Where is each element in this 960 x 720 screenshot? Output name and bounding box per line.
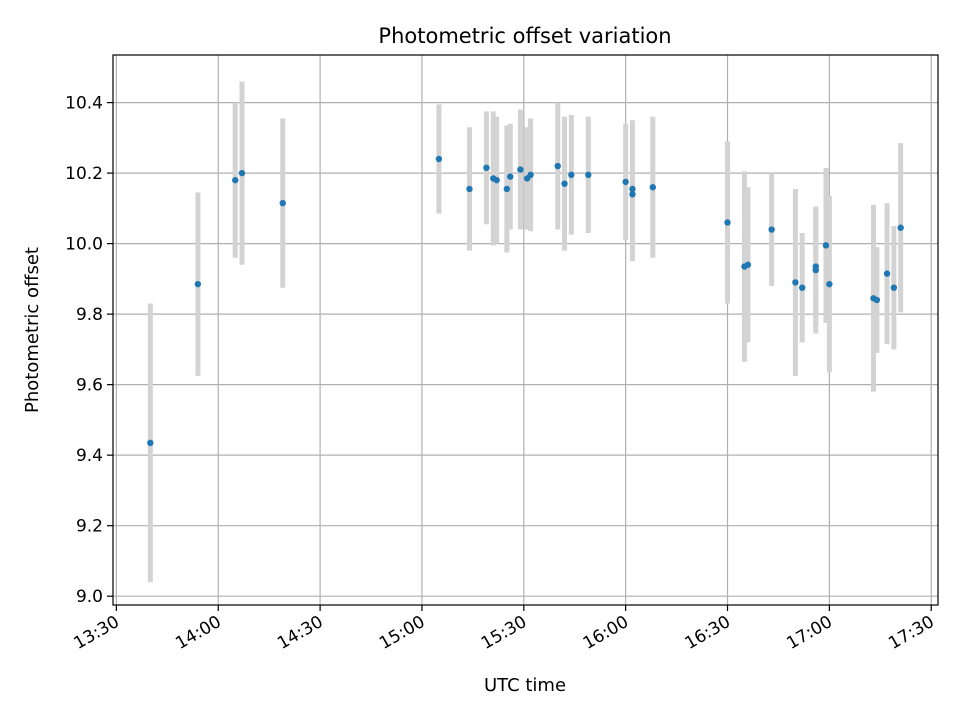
plot-frame <box>112 54 939 606</box>
y-tick-label: 9.4 <box>76 446 103 466</box>
x-axis: 13:30 14:00 14:30 15:00 15:30 16:00 16:30 17:00… <box>70 605 938 654</box>
x-axis-label: UTC time <box>484 675 566 696</box>
data-point <box>890 284 898 291</box>
y-tick-label: 9.8 <box>76 305 103 325</box>
data-point <box>826 280 833 288</box>
data-point <box>232 176 239 184</box>
x-tick-label: 17:00 <box>783 612 835 654</box>
y-tick-label: 9.0 <box>76 587 103 607</box>
data-point <box>768 226 775 233</box>
data-point <box>483 164 490 172</box>
x-tick-label: 16:30 <box>682 612 734 654</box>
data-point <box>561 180 568 187</box>
data-point <box>792 279 799 286</box>
data-point <box>493 176 500 184</box>
data-point <box>194 280 202 288</box>
x-tick-label: 15:00 <box>376 612 428 654</box>
data-point <box>724 219 731 226</box>
x-tick-label: 17:30 <box>885 612 937 654</box>
x-tick-label: 14:30 <box>274 612 326 654</box>
data-point <box>812 266 819 274</box>
data-point <box>466 185 473 193</box>
data-point <box>629 191 636 198</box>
x-tick-label: 16:00 <box>580 612 632 654</box>
y-tick-label: 9.2 <box>76 517 103 537</box>
data-point <box>517 166 524 173</box>
data-point <box>527 171 534 179</box>
y-axis: 9.0 9.2 9.4 9.6 9.8 10.0 10.2 10.4 <box>65 94 113 607</box>
data-point <box>744 261 752 268</box>
data-point <box>873 296 881 304</box>
x-tick-label: 15:30 <box>478 612 530 654</box>
data-points <box>147 155 904 447</box>
x-tick-label: 14:00 <box>172 612 224 654</box>
x-tick-label: 13:30 <box>70 612 122 654</box>
data-point <box>883 270 891 277</box>
data-point <box>897 224 904 231</box>
data-point <box>622 178 629 186</box>
y-tick-label: 9.6 <box>76 376 103 396</box>
y-axis-label: Photometric offset <box>22 247 43 413</box>
data-point <box>798 284 806 291</box>
data-point <box>507 173 514 180</box>
y-tick-label: 10.2 <box>65 164 103 184</box>
data-point <box>279 199 286 207</box>
y-tick-label: 10.4 <box>65 94 103 114</box>
data-point <box>585 171 592 179</box>
data-point <box>147 439 154 447</box>
error-bars <box>147 81 904 583</box>
data-point <box>568 171 575 179</box>
data-point <box>822 242 830 249</box>
data-point <box>649 184 657 191</box>
data-point <box>629 185 636 193</box>
data-point <box>554 162 561 170</box>
data-point <box>238 169 246 177</box>
data-point <box>435 155 443 163</box>
y-tick-label: 10.0 <box>65 235 103 255</box>
chart-title: Photometric offset variation <box>378 24 671 48</box>
data-point <box>503 185 511 193</box>
